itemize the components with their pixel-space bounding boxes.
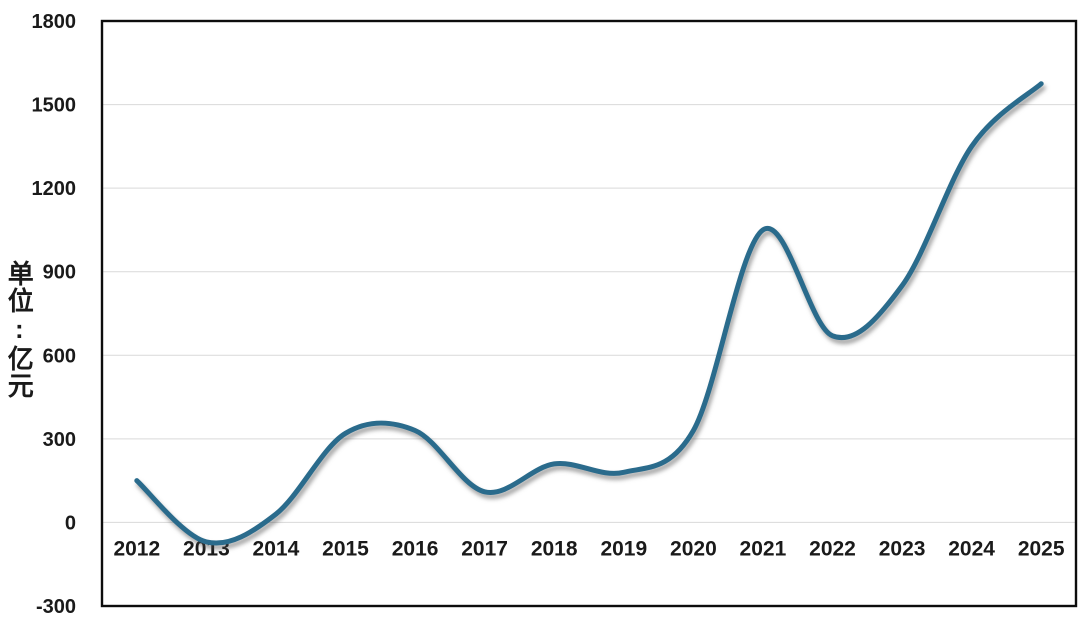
x-tick-label: 2022 (809, 537, 856, 560)
x-tick-label: 2023 (879, 537, 926, 560)
x-tick-label: 2024 (948, 537, 995, 560)
y-tick-label: -300 (36, 596, 76, 618)
y-tick-label: 600 (43, 345, 76, 367)
y-tick-label: 300 (43, 429, 76, 451)
y-tick-label: 900 (43, 262, 76, 284)
y-tick-label: 1200 (32, 178, 77, 200)
x-tick-label: 2014 (253, 537, 300, 560)
x-tick-label: 2015 (322, 537, 369, 560)
x-tick-label: 2012 (113, 537, 160, 560)
x-tick-label: 2017 (461, 537, 508, 560)
y-tick-label: 1800 (32, 11, 77, 33)
x-tick-label: 2021 (740, 537, 787, 560)
y-axis-title: 单位:亿元 (4, 260, 35, 399)
plot-border (100, 19, 1078, 608)
y-tick-label: 1500 (32, 95, 77, 117)
data-series-line (134, 81, 1044, 546)
x-tick-label: 2018 (531, 537, 578, 560)
x-tick-label: 2019 (600, 537, 647, 560)
x-tick-label: 2020 (670, 537, 717, 560)
x-tick-label: 2016 (392, 537, 439, 560)
y-tick-label: 0 (65, 512, 76, 534)
x-tick-label: 2025 (1018, 537, 1065, 560)
